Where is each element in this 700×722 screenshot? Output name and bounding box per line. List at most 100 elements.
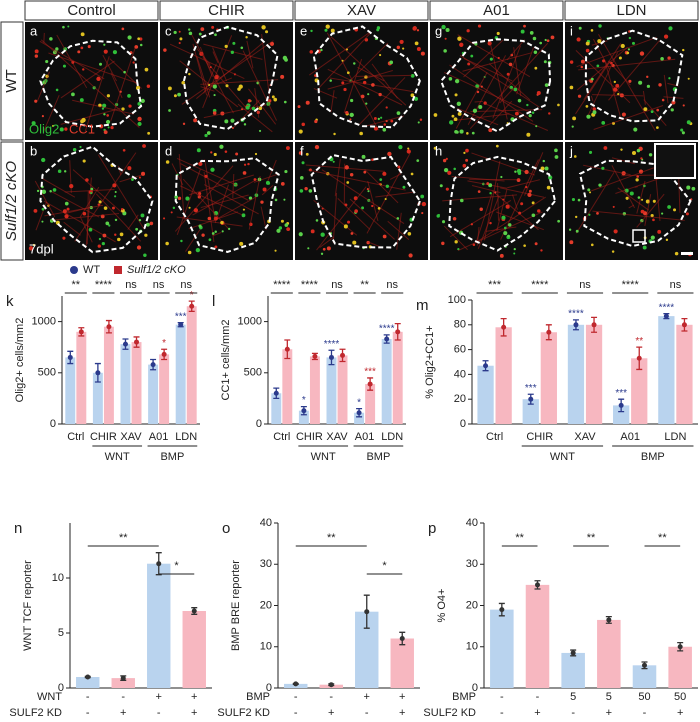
cell [221,230,224,233]
cell [230,118,235,123]
cell [214,245,218,249]
cell [52,124,55,128]
cell [262,187,267,192]
fiber [176,168,201,235]
cell [182,122,186,126]
cell [617,92,620,96]
cell [540,249,543,252]
cell [457,36,462,41]
cell [137,37,141,41]
bar [490,609,514,688]
cell [379,182,382,186]
cell [488,128,493,133]
cell [442,158,447,163]
cell [365,102,368,105]
y-tick-label: 0 [460,418,466,430]
cell [603,146,608,150]
cell [304,186,308,191]
cell [625,196,629,200]
cell [102,103,107,108]
cell [241,213,246,218]
significance: **** [379,324,395,335]
cell [378,92,382,97]
fiber [330,36,407,106]
cell [631,150,637,156]
significance: * [302,395,306,406]
cell [575,229,579,233]
x-tick-label: A01 [149,431,169,443]
cell [402,185,406,189]
cell [345,110,349,115]
cell [127,94,131,98]
cell [97,203,101,206]
cell [505,204,510,209]
cell [580,65,584,69]
fiber [212,231,222,237]
cell [142,144,146,148]
cell [685,212,689,216]
fiber [196,48,211,66]
cell [577,94,582,98]
significance: * [190,290,194,301]
column-header: LDN [616,2,646,19]
cell [230,50,234,54]
row-label: WNT [37,691,62,703]
cell [108,224,111,227]
cell [520,29,525,34]
fiber [496,211,544,231]
cell [330,28,335,33]
cell [82,159,86,163]
cell [419,118,423,122]
cell [110,126,114,130]
cell [127,35,132,40]
cell [503,226,507,230]
cell [34,54,39,58]
cell [66,207,70,211]
cell [385,106,388,109]
cell [572,116,577,121]
cell [79,98,84,103]
cell [201,233,205,237]
cell [55,47,59,51]
significance: *** [175,311,187,322]
fiber [486,226,517,232]
mean-point [483,363,489,369]
bar [148,364,159,424]
cell [456,101,461,106]
cell [198,224,202,228]
cell [231,127,234,130]
fiber [110,72,123,99]
cell [670,108,674,112]
cell [517,98,522,103]
cell [280,181,285,186]
cell [143,253,147,257]
cell [597,39,602,44]
cell [656,108,660,112]
cell [145,222,150,227]
fiber [237,103,273,133]
bar [76,677,100,688]
cell [140,213,145,218]
cell [526,103,529,107]
cell [531,201,535,205]
panel-letter: k [6,293,14,310]
row-value: - [294,707,298,719]
cell [80,32,85,37]
cell [245,105,250,110]
cell [673,208,677,212]
cell [667,205,671,209]
cell [646,84,651,88]
cell [466,132,469,135]
mean-point [78,329,84,335]
bar [540,332,557,424]
fiber [204,184,259,215]
cell [447,170,452,175]
cell [248,196,253,200]
cell [341,59,344,62]
tissue-outline [182,25,279,131]
cell [224,119,229,124]
cell [284,223,289,227]
cell [598,24,602,28]
cell [52,188,57,192]
cell [297,105,301,109]
